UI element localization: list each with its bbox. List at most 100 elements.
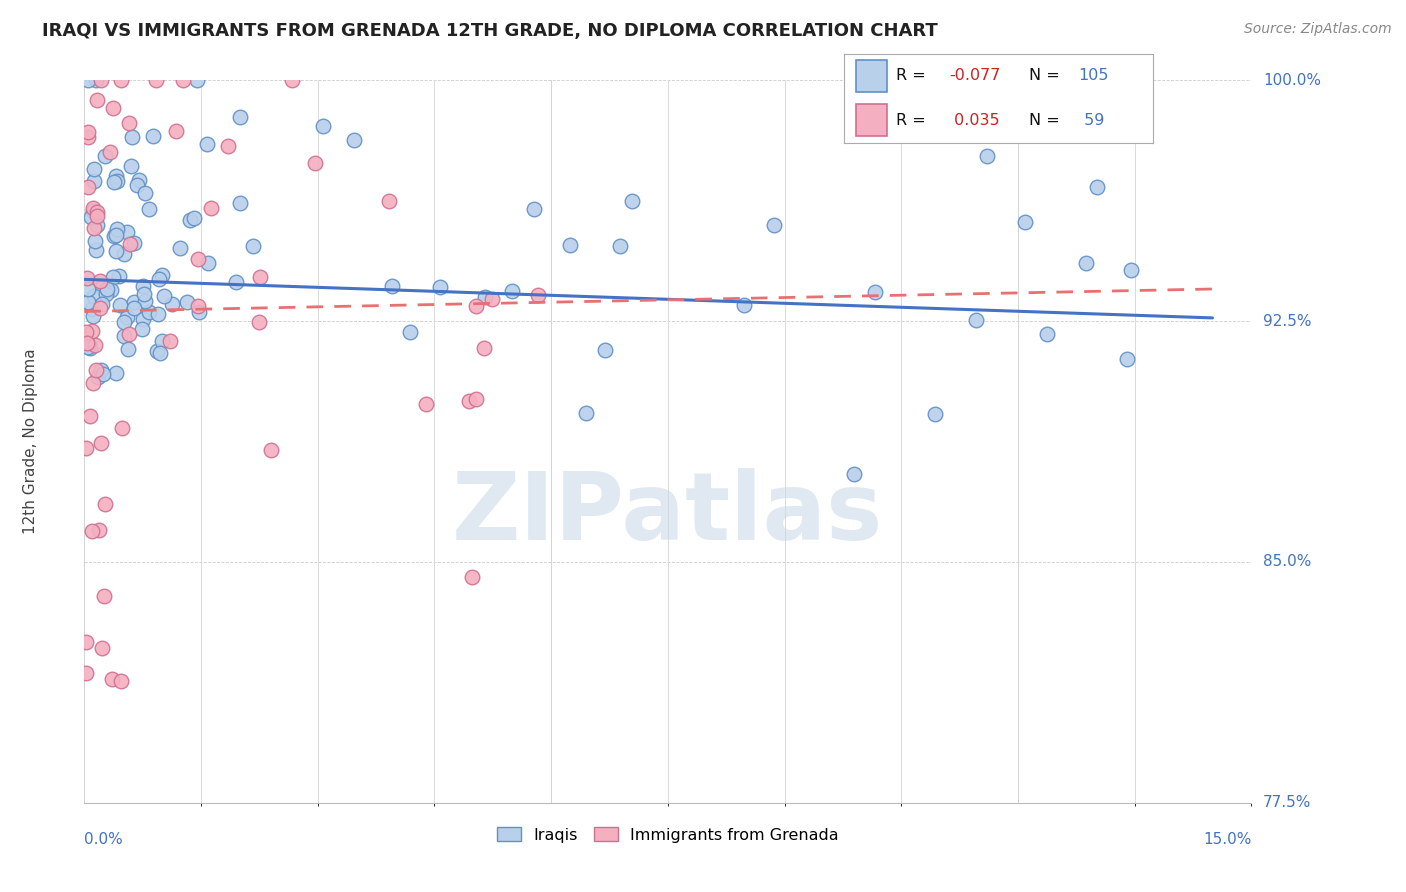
Point <box>90 436 112 450</box>
Point <box>169 241 191 255</box>
Point <box>229 111 252 125</box>
Point <box>1115 351 1137 366</box>
Point <box>87 369 110 384</box>
Point <box>93 149 115 163</box>
Point <box>150 268 173 283</box>
Text: 100.0%: 100.0% <box>1263 73 1322 87</box>
Point <box>188 305 211 319</box>
Text: 12th Grade, No Diploma: 12th Grade, No Diploma <box>22 349 38 534</box>
Point <box>77 282 100 296</box>
Point <box>96 282 118 296</box>
Point <box>84 234 107 248</box>
Text: Source: ZipAtlas.com: Source: ZipAtlas.com <box>1244 22 1392 37</box>
Point <box>138 305 160 319</box>
Point <box>217 139 239 153</box>
Point <box>153 289 176 303</box>
Point <box>595 343 617 358</box>
Point <box>398 325 420 339</box>
Point <box>80 524 103 539</box>
Point <box>146 307 169 321</box>
Point <box>122 235 145 250</box>
Point <box>142 128 165 143</box>
Point <box>75 665 97 680</box>
Point <box>76 335 98 350</box>
Point <box>183 211 205 226</box>
Point <box>105 174 128 188</box>
Point <box>90 73 112 87</box>
Text: 0.0%: 0.0% <box>84 831 124 847</box>
Point <box>122 301 145 316</box>
Text: N =: N = <box>1029 69 1066 83</box>
Point <box>150 334 173 349</box>
Point <box>118 115 141 129</box>
Point <box>1014 215 1036 229</box>
Point <box>415 397 437 411</box>
Text: ZIPatlas: ZIPatlas <box>453 467 883 560</box>
Text: 92.5%: 92.5% <box>1263 314 1312 328</box>
Point <box>965 313 987 327</box>
Point <box>148 272 170 286</box>
Point <box>89 523 111 537</box>
Point <box>105 169 128 184</box>
Point <box>83 174 105 188</box>
Point <box>103 228 125 243</box>
Point <box>134 186 156 200</box>
Point <box>138 202 160 216</box>
Point <box>82 376 104 390</box>
Point <box>83 221 105 235</box>
Text: 77.5%: 77.5% <box>1263 796 1312 810</box>
Point <box>172 73 194 87</box>
Text: R =: R = <box>896 113 931 128</box>
Point <box>79 211 101 225</box>
Point <box>132 278 155 293</box>
Point <box>83 289 105 303</box>
Point <box>79 341 101 355</box>
Point <box>558 238 581 252</box>
Point <box>90 363 112 377</box>
Point <box>117 343 139 357</box>
Legend: Iraqis, Immigrants from Grenada: Iraqis, Immigrants from Grenada <box>491 821 845 849</box>
Point <box>179 213 201 227</box>
Point <box>108 298 131 312</box>
Point <box>82 325 104 339</box>
Point <box>89 274 111 288</box>
Text: N =: N = <box>1029 113 1066 128</box>
Point <box>75 442 97 456</box>
Point <box>96 286 118 301</box>
Point <box>120 237 142 252</box>
Point <box>84 363 107 377</box>
Point <box>93 589 115 603</box>
Point <box>474 290 496 304</box>
Point <box>187 252 209 267</box>
Point <box>101 672 124 686</box>
Point <box>104 244 127 258</box>
Point <box>574 406 596 420</box>
Text: 85.0%: 85.0% <box>1263 555 1312 569</box>
Point <box>111 421 134 435</box>
Point <box>461 569 484 583</box>
Point <box>378 194 401 209</box>
Point <box>101 101 124 115</box>
Point <box>103 175 125 189</box>
Point <box>976 149 998 163</box>
Point <box>197 256 219 270</box>
Point <box>249 270 271 285</box>
Point <box>304 156 326 170</box>
Point <box>120 159 142 173</box>
Point <box>122 294 145 309</box>
Point <box>108 268 131 283</box>
Point <box>105 366 128 380</box>
Point <box>134 286 156 301</box>
Point <box>259 443 281 458</box>
Point <box>83 162 105 177</box>
Point <box>115 226 138 240</box>
Point <box>75 635 97 649</box>
Point <box>200 201 222 215</box>
Point <box>134 293 156 308</box>
Text: 105: 105 <box>1078 69 1109 83</box>
Point <box>77 340 100 354</box>
Point <box>77 125 100 139</box>
Point <box>105 221 128 235</box>
Point <box>86 218 108 232</box>
Point <box>162 297 184 311</box>
